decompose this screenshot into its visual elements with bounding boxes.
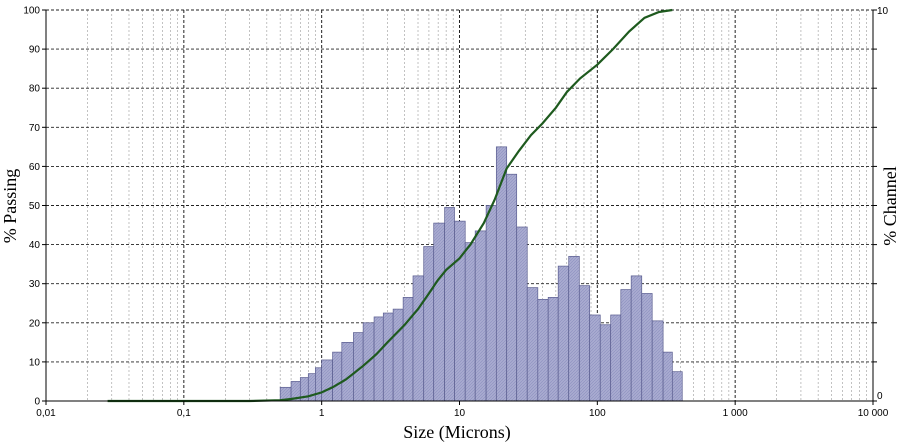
histogram-bar [315,367,323,402]
y-left-tick-label: 90 [29,45,41,56]
histogram-bar [516,226,528,402]
histogram-bar [474,230,487,402]
histogram-bar [662,351,673,402]
y-left-tick-label: 80 [29,84,41,95]
histogram-bar [671,371,683,402]
y-left-tick-label: 30 [29,279,41,290]
histogram-bar [454,220,466,402]
histogram-bar [568,255,580,402]
histogram-bar [547,297,559,402]
histogram-bar [620,289,632,402]
histogram-bar [412,275,425,402]
y-axis-right-label: % Channel [880,166,900,245]
histogram-bar [332,351,343,402]
histogram-bar [373,316,384,402]
histogram-bar [589,314,601,402]
histogram-bar [641,293,653,402]
histogram-bar [341,342,354,402]
y-left-tick-label: 60 [29,162,41,173]
x-tick-label: 1 000 [723,408,748,419]
histogram-bar [485,205,497,402]
y-left-tick-label: 70 [29,123,41,134]
axes [42,9,877,405]
histogram-bar [444,207,455,402]
y-right-tick-label: 0 [877,391,883,402]
x-tick-label: 0,01 [36,408,56,419]
histogram-bar [526,287,539,402]
y-right-tick-label: 10 [877,6,889,17]
y-left-tick-label: 50 [29,201,41,212]
histogram-bar [321,359,333,402]
histogram-bar [610,314,622,402]
histogram-bar [537,298,549,402]
histogram-bar [651,320,664,402]
cumulative-curve [107,8,673,403]
histogram-bar [433,222,445,402]
x-tick-label: 10 [454,408,466,419]
histogram-bar [578,285,591,402]
x-tick-label: 10 000 [858,408,889,419]
histogram-bar [557,265,570,402]
histogram-bar [392,308,404,402]
x-tick-label: 0,1 [177,408,191,419]
cumulative-line [107,8,673,403]
histogram-bar [382,312,394,402]
y-axis-left-label: % Passing [0,169,20,244]
x-tick-label: 100 [589,408,606,419]
x-axis-label: Size (Microns) [403,422,510,443]
y-left-tick-label: 40 [29,240,41,251]
y-left-tick-label: 100 [23,6,40,17]
y-left-tick-label: 20 [29,318,41,329]
x-tick-label: 1 [319,408,325,419]
histogram-bar [630,275,643,402]
y-left-tick-label: 10 [29,357,41,368]
histogram-bar [495,146,508,402]
histogram-bar [423,246,435,402]
histogram-bar [464,242,476,402]
histogram-bar [506,173,518,402]
histogram-bar [402,297,414,402]
histogram-bar [599,324,612,402]
histogram-bars [279,146,683,402]
y-left-tick-label: 0 [34,397,40,408]
